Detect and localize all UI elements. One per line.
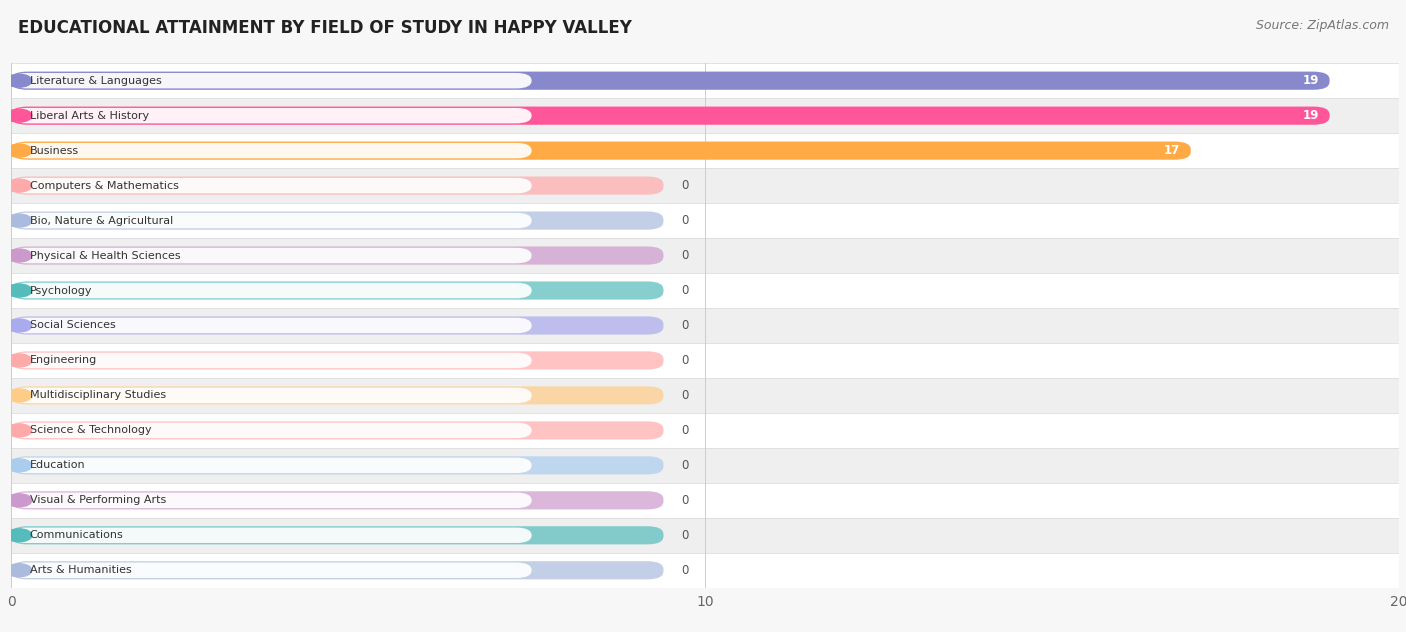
FancyBboxPatch shape xyxy=(11,213,531,228)
Circle shape xyxy=(6,179,32,192)
Bar xyxy=(11,168,1399,203)
Text: Multidisciplinary Studies: Multidisciplinary Studies xyxy=(30,391,166,401)
Bar xyxy=(11,413,1399,448)
Bar xyxy=(11,308,1399,343)
FancyBboxPatch shape xyxy=(11,353,531,368)
Text: Bio, Nature & Agricultural: Bio, Nature & Agricultural xyxy=(30,216,173,226)
Bar xyxy=(11,98,1399,133)
Text: Visual & Performing Arts: Visual & Performing Arts xyxy=(30,495,166,506)
Text: 0: 0 xyxy=(681,354,688,367)
FancyBboxPatch shape xyxy=(11,562,531,578)
Bar xyxy=(11,133,1399,168)
Bar xyxy=(11,483,1399,518)
Text: 0: 0 xyxy=(681,424,688,437)
Bar xyxy=(11,273,1399,308)
Circle shape xyxy=(6,109,32,122)
Bar xyxy=(11,203,1399,238)
Circle shape xyxy=(6,459,32,472)
Text: 0: 0 xyxy=(681,319,688,332)
FancyBboxPatch shape xyxy=(11,317,664,334)
Text: Engineering: Engineering xyxy=(30,355,97,365)
FancyBboxPatch shape xyxy=(11,351,664,370)
Text: 0: 0 xyxy=(681,459,688,472)
Bar xyxy=(11,238,1399,273)
FancyBboxPatch shape xyxy=(11,458,531,473)
Text: Communications: Communications xyxy=(30,530,124,540)
Circle shape xyxy=(6,319,32,332)
FancyBboxPatch shape xyxy=(11,73,531,88)
Text: 19: 19 xyxy=(1303,109,1319,122)
FancyBboxPatch shape xyxy=(11,107,1330,125)
Circle shape xyxy=(6,144,32,157)
Circle shape xyxy=(6,284,32,297)
FancyBboxPatch shape xyxy=(11,283,531,298)
FancyBboxPatch shape xyxy=(11,142,1191,160)
Text: Computers & Mathematics: Computers & Mathematics xyxy=(30,181,179,191)
Text: 0: 0 xyxy=(681,179,688,192)
Circle shape xyxy=(6,494,32,507)
FancyBboxPatch shape xyxy=(11,176,664,195)
Bar xyxy=(11,63,1399,98)
Bar xyxy=(11,448,1399,483)
Text: Liberal Arts & History: Liberal Arts & History xyxy=(30,111,149,121)
Text: 0: 0 xyxy=(681,284,688,297)
FancyBboxPatch shape xyxy=(11,246,664,265)
Text: 19: 19 xyxy=(1303,74,1319,87)
FancyBboxPatch shape xyxy=(11,491,664,509)
Text: Source: ZipAtlas.com: Source: ZipAtlas.com xyxy=(1256,19,1389,32)
Text: 0: 0 xyxy=(681,214,688,227)
Bar xyxy=(11,378,1399,413)
Text: 0: 0 xyxy=(681,494,688,507)
Circle shape xyxy=(6,214,32,227)
Circle shape xyxy=(6,529,32,542)
Circle shape xyxy=(6,389,32,402)
Text: 0: 0 xyxy=(681,389,688,402)
Text: Social Sciences: Social Sciences xyxy=(30,320,115,331)
FancyBboxPatch shape xyxy=(11,143,531,159)
FancyBboxPatch shape xyxy=(11,456,664,475)
FancyBboxPatch shape xyxy=(11,387,531,403)
Text: EDUCATIONAL ATTAINMENT BY FIELD OF STUDY IN HAPPY VALLEY: EDUCATIONAL ATTAINMENT BY FIELD OF STUDY… xyxy=(18,19,633,37)
Text: Science & Technology: Science & Technology xyxy=(30,425,152,435)
Text: 0: 0 xyxy=(681,529,688,542)
Circle shape xyxy=(6,74,32,87)
Text: Arts & Humanities: Arts & Humanities xyxy=(30,565,131,575)
Text: 17: 17 xyxy=(1164,144,1181,157)
Bar xyxy=(11,343,1399,378)
Text: Education: Education xyxy=(30,460,86,470)
Text: 0: 0 xyxy=(681,564,688,577)
Circle shape xyxy=(6,249,32,262)
Circle shape xyxy=(6,564,32,577)
Text: 0: 0 xyxy=(681,249,688,262)
FancyBboxPatch shape xyxy=(11,526,664,544)
FancyBboxPatch shape xyxy=(11,248,531,264)
FancyBboxPatch shape xyxy=(11,492,531,508)
FancyBboxPatch shape xyxy=(11,561,664,580)
FancyBboxPatch shape xyxy=(11,528,531,543)
Circle shape xyxy=(6,424,32,437)
FancyBboxPatch shape xyxy=(11,212,664,229)
FancyBboxPatch shape xyxy=(11,422,664,439)
FancyBboxPatch shape xyxy=(11,386,664,404)
FancyBboxPatch shape xyxy=(11,281,664,300)
FancyBboxPatch shape xyxy=(11,318,531,333)
Circle shape xyxy=(6,354,32,367)
Text: Literature & Languages: Literature & Languages xyxy=(30,76,162,86)
Bar xyxy=(11,518,1399,553)
Text: Physical & Health Sciences: Physical & Health Sciences xyxy=(30,250,180,260)
Text: Psychology: Psychology xyxy=(30,286,93,296)
Text: Business: Business xyxy=(30,145,79,155)
FancyBboxPatch shape xyxy=(11,178,531,193)
Bar xyxy=(11,553,1399,588)
FancyBboxPatch shape xyxy=(11,108,531,123)
FancyBboxPatch shape xyxy=(11,423,531,438)
FancyBboxPatch shape xyxy=(11,71,1330,90)
